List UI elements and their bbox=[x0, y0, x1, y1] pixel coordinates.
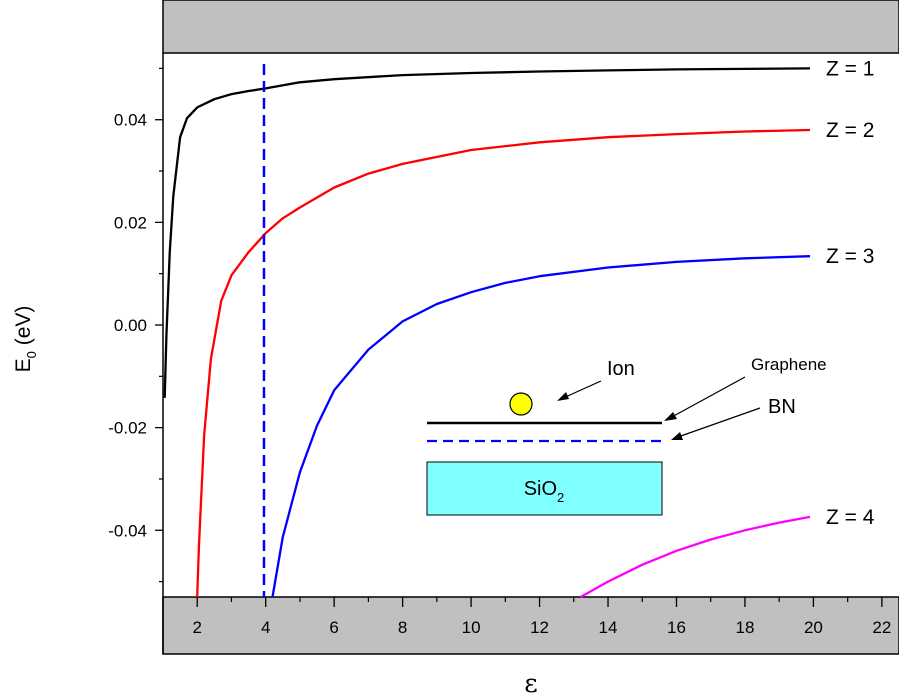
x-tick-label: 8 bbox=[398, 618, 407, 637]
x-tick-label: 6 bbox=[329, 618, 338, 637]
x-axis-label: ε bbox=[524, 669, 537, 698]
ion-arrow bbox=[557, 380, 602, 401]
substrate-label: SiO2 bbox=[524, 478, 565, 505]
x-tick-label: 2 bbox=[192, 618, 201, 637]
curve-labels: Z = 1 Z = 2 Z = 3 Z = 4 bbox=[826, 57, 875, 529]
top-frame-band bbox=[162, 0, 899, 54]
ion-circle bbox=[509, 392, 533, 416]
y-tick-label: 0.02 bbox=[114, 213, 147, 232]
curves bbox=[163, 67, 811, 599]
x-tick-label: 12 bbox=[530, 618, 549, 637]
bottom-frame-band bbox=[162, 596, 899, 655]
x-tick-label: 22 bbox=[872, 618, 891, 637]
inset-schematic: Ion Graphene BN SiO2 bbox=[426, 355, 827, 516]
series-label-z4: Z = 4 bbox=[826, 506, 875, 529]
bn-label: BN bbox=[768, 396, 796, 418]
x-tick-label: 4 bbox=[261, 618, 270, 637]
ion-label: Ion bbox=[607, 358, 635, 380]
series-line-z1 bbox=[163, 67, 811, 398]
series-label-z3: Z = 3 bbox=[826, 245, 874, 268]
series-label-z2: Z = 2 bbox=[826, 119, 874, 142]
y-axis-ticks: -0.04 -0.02 0.00 0.02 0.04 bbox=[108, 67, 163, 583]
series-label-z1: Z = 1 bbox=[826, 57, 874, 80]
graphene-arrow bbox=[664, 376, 746, 421]
bn-arrow bbox=[671, 407, 761, 440]
series-line-z4 bbox=[580, 515, 811, 599]
x-tick-label: 18 bbox=[735, 618, 754, 637]
y-tick-label: 0.04 bbox=[114, 111, 147, 130]
x-axis-ticks: 2 4 6 8 10 12 14 16 18 20 22 bbox=[162, 597, 891, 637]
x-tick-label: 16 bbox=[667, 618, 686, 637]
x-tick-label: 14 bbox=[599, 618, 618, 637]
graphene-label: Graphene bbox=[751, 355, 827, 374]
y-tick-label: 0.00 bbox=[114, 316, 147, 335]
x-tick-label: 20 bbox=[804, 618, 823, 637]
series-line-z3 bbox=[271, 255, 811, 598]
y-tick-label: -0.02 bbox=[108, 419, 147, 438]
series-line-z2 bbox=[196, 128, 811, 598]
x-tick-label: 10 bbox=[462, 618, 481, 637]
sio2-substrate bbox=[426, 461, 663, 516]
y-axis-label: E0 (eV) bbox=[12, 306, 39, 373]
y-tick-label: -0.04 bbox=[108, 521, 147, 540]
